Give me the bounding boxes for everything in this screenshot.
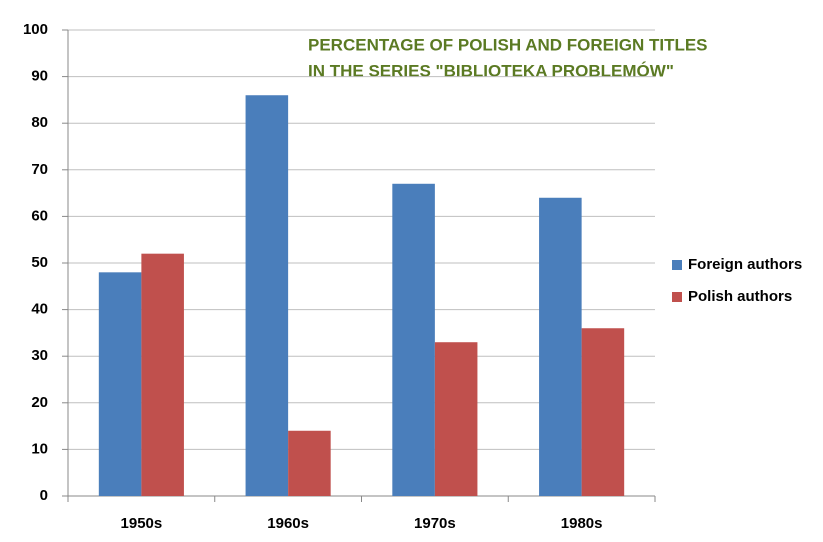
bar [98,272,142,496]
chart-title-line: PERCENTAGE OF POLISH AND FOREIGN TITLES [308,35,708,54]
legend-label: Polish authors [688,288,792,305]
y-tick-label: 60 [31,207,48,224]
y-tick-label: 90 [31,68,48,85]
y-tick-label: 40 [31,301,48,318]
y-tick-label: 50 [31,254,48,271]
legend-swatch [672,292,682,302]
bar [581,328,625,496]
bar [434,342,478,496]
bar [141,253,184,496]
y-tick-label: 70 [31,161,48,178]
legend-swatch [672,260,682,270]
bar [392,183,435,496]
bar [245,95,289,497]
bar [288,430,331,496]
x-tick-label: 1950s [121,515,163,532]
y-tick-label: 30 [31,347,48,364]
x-tick-label: 1970s [414,515,456,532]
y-tick-label: 100 [23,21,48,38]
legend-label: Foreign authors [688,256,802,273]
y-tick-label: 80 [31,114,48,131]
bar [539,197,582,496]
chart-title-line: IN THE SERIES "BIBLIOTEKA PROBLEMÓW" [308,61,674,80]
x-tick-label: 1960s [267,515,309,532]
y-tick-label: 10 [31,440,48,457]
x-tick-label: 1980s [561,515,603,532]
y-tick-label: 0 [40,487,48,504]
y-tick-label: 20 [31,394,48,411]
